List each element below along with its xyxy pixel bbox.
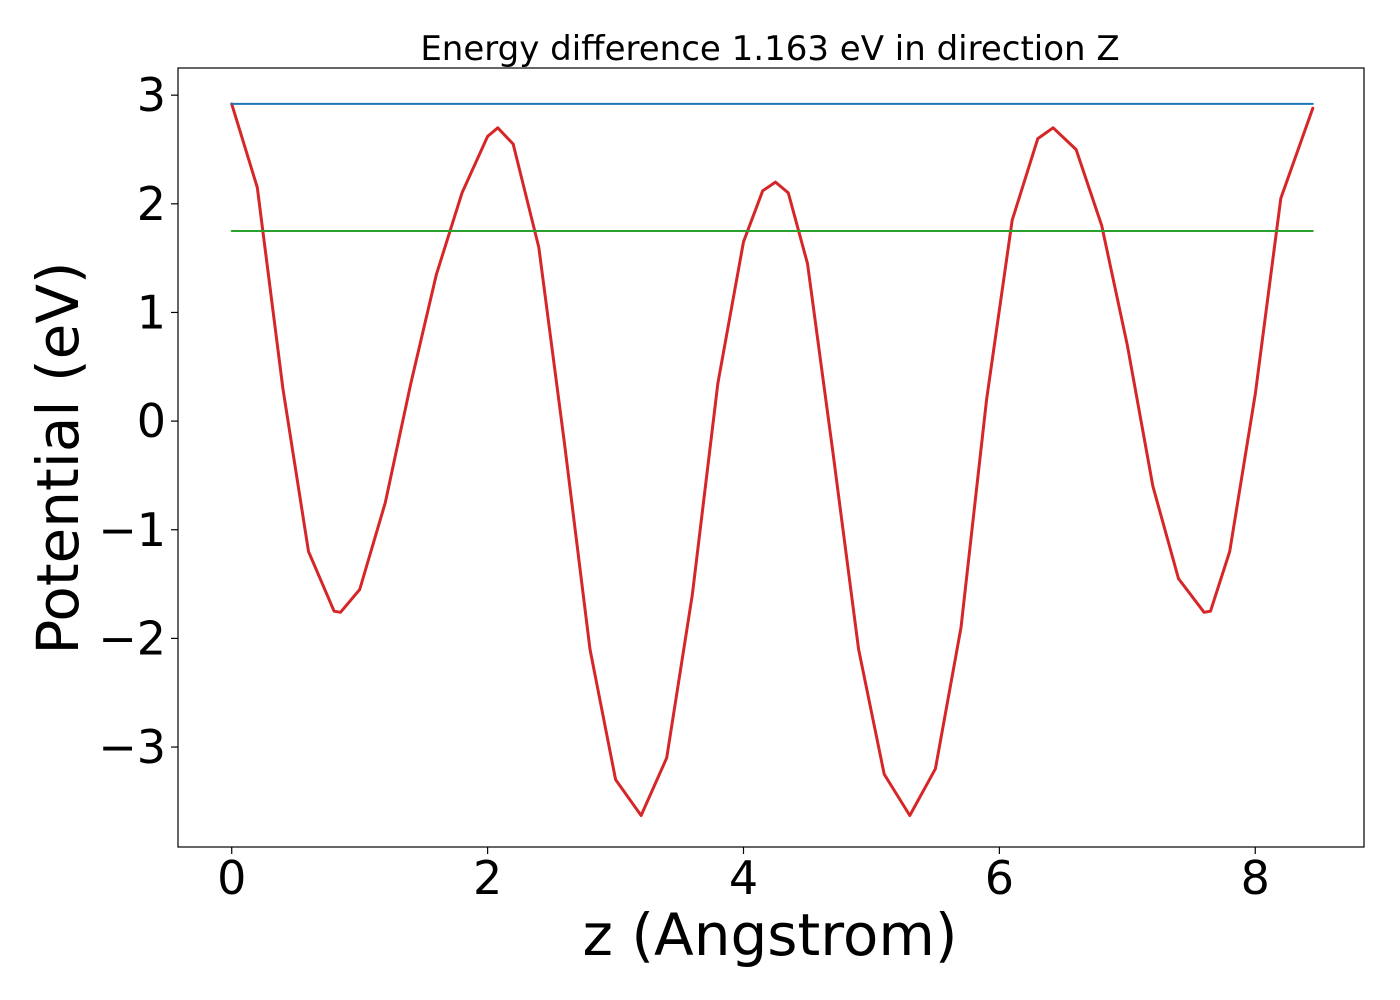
x-axis-label: z (Angstrom) <box>583 901 958 969</box>
chart-title: Energy difference 1.163 eV in direction … <box>420 29 1119 69</box>
plot-area: 0 2 4 6 8 3 2 1 0 −1 −2 −3 <box>98 67 1365 905</box>
axes-frame <box>177 67 1365 848</box>
y-axis-label: Potential (eV) <box>24 261 92 654</box>
x-tick-label: 0 <box>217 851 246 905</box>
x-tick-label: 8 <box>1241 851 1270 905</box>
x-tick-label: 4 <box>729 851 758 905</box>
y-tick-label: 2 <box>137 177 166 231</box>
y-tick-label: 1 <box>137 285 166 339</box>
y-tick-label: −2 <box>98 611 166 665</box>
y-tick-label: 3 <box>137 68 166 122</box>
series-line-0 <box>230 102 1315 817</box>
y-tick-label: 0 <box>137 394 166 448</box>
x-tick-label: 6 <box>985 851 1014 905</box>
y-tick-label: −1 <box>98 503 166 557</box>
y-tick-label: −3 <box>98 720 166 774</box>
x-tick-label: 2 <box>473 851 502 905</box>
